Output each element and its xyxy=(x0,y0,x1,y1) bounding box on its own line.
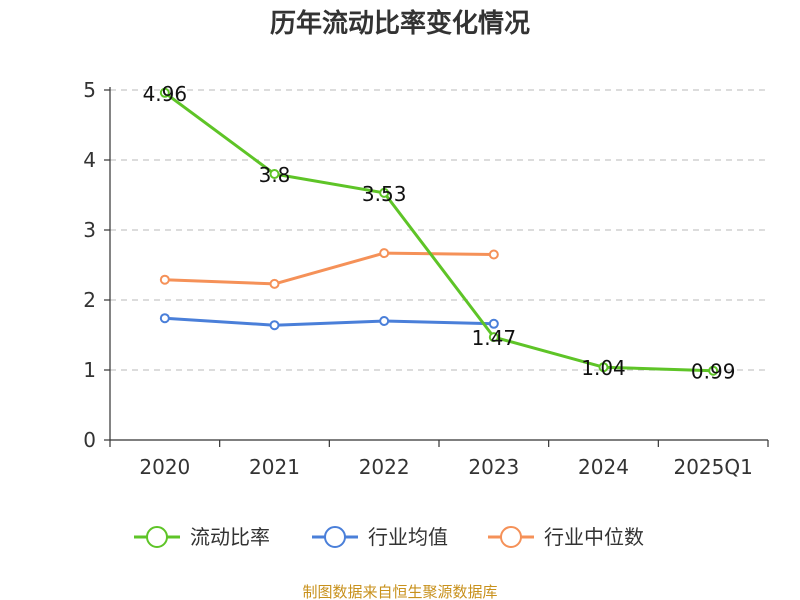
x-tick-label: 2022 xyxy=(359,455,410,479)
data-label: 0.99 xyxy=(691,360,736,384)
data-point[interactable] xyxy=(488,318,499,329)
x-tick-label: 2025Q1 xyxy=(673,455,752,479)
data-labels: 4.96 3.8 3.53 1.47 1.04 0.99 xyxy=(143,82,736,384)
x-tick-label: 2021 xyxy=(249,455,300,479)
data-point[interactable] xyxy=(488,332,499,343)
y-tick-label: 1 xyxy=(83,358,96,382)
y-axis: 0 1 2 3 4 5 xyxy=(83,78,111,452)
y-tick-label: 4 xyxy=(83,148,96,172)
data-point[interactable] xyxy=(708,365,719,376)
data-point[interactable] xyxy=(269,278,280,289)
data-point[interactable] xyxy=(488,249,499,260)
data-point[interactable] xyxy=(379,316,390,326)
legend-swatch-marker xyxy=(324,526,346,548)
data-point[interactable] xyxy=(159,274,170,285)
legend-item[interactable]: 行业均值 xyxy=(312,525,448,549)
data-point[interactable] xyxy=(598,362,609,373)
x-tick-label: 2024 xyxy=(578,455,629,479)
data-point[interactable] xyxy=(159,313,170,324)
data-point[interactable] xyxy=(379,248,390,259)
data-point[interactable] xyxy=(269,169,280,179)
data-label: 4.96 xyxy=(143,82,188,106)
series-line-1 xyxy=(164,316,494,327)
y-tick-label: 2 xyxy=(83,288,96,312)
data-label: 3.53 xyxy=(362,182,407,206)
x-axis: 2020 2021 2022 2023 2024 2025Q1 xyxy=(109,439,769,479)
legend-swatch-marker xyxy=(500,526,522,548)
x-tick-label: 2020 xyxy=(139,455,190,479)
legend-item[interactable]: 行业中位数 xyxy=(488,525,644,549)
data-point[interactable] xyxy=(159,87,170,98)
data-label: 1.04 xyxy=(581,356,626,380)
legend-swatch-marker xyxy=(146,526,168,548)
grid-lines xyxy=(110,89,768,371)
series-lines xyxy=(159,87,719,376)
data-label: 1.47 xyxy=(472,326,517,350)
data-point[interactable] xyxy=(379,187,390,198)
y-tick-label: 3 xyxy=(83,218,96,242)
legend-item[interactable]: 流动比率 xyxy=(134,525,270,549)
x-tick-label: 2023 xyxy=(468,455,519,479)
legend[interactable]: 流动比率 行业均值 行业中位数 xyxy=(134,525,644,549)
source-note: 制图数据来自恒生聚源数据库 xyxy=(302,583,497,600)
data-point[interactable] xyxy=(269,320,280,331)
legend-label: 行业均值 xyxy=(368,525,448,549)
series-line-0 xyxy=(163,91,714,373)
chart-title: 历年流动比率变化情况 xyxy=(270,8,530,39)
y-tick-label: 0 xyxy=(83,428,96,452)
legend-label: 行业中位数 xyxy=(544,525,644,549)
y-tick-label: 5 xyxy=(83,78,96,102)
legend-label: 流动比率 xyxy=(190,525,270,549)
series-line-2 xyxy=(164,251,494,286)
data-label: 3.8 xyxy=(259,163,291,187)
